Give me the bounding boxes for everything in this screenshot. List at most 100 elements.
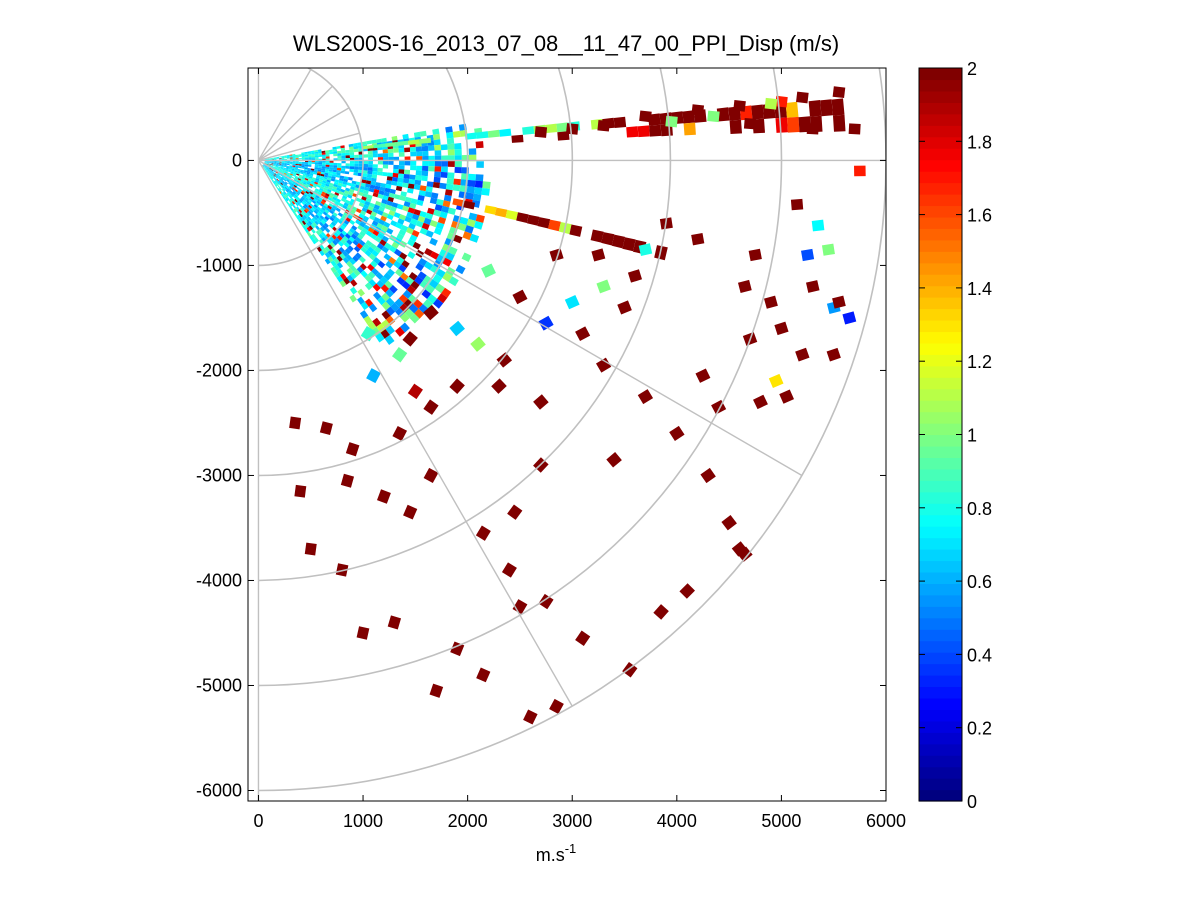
scan-cell — [332, 167, 338, 171]
scan-cell — [273, 157, 277, 159]
scan-cell — [295, 163, 299, 166]
scan-cell — [325, 227, 331, 233]
scan-cell — [302, 225, 307, 230]
scan-cell — [468, 148, 477, 155]
colorbar-step — [919, 159, 962, 172]
axes: 0 1000 2000 3000 4000 5000 60000-1000-2000-300… — [196, 68, 906, 831]
scan-cell — [433, 227, 443, 236]
scan-cell — [298, 177, 302, 180]
scan-cell — [310, 180, 315, 184]
scan-cell — [283, 167, 287, 169]
scan-cell — [362, 170, 368, 174]
scan-cell — [276, 182, 279, 185]
scan-cell — [369, 202, 376, 208]
scan-cell — [313, 204, 318, 209]
scan-cell — [307, 152, 312, 155]
scan-cell — [453, 234, 463, 244]
scan-cell — [434, 161, 442, 167]
scan-cell — [283, 165, 287, 167]
scan-cell — [293, 179, 297, 182]
scan-cell — [294, 167, 299, 169]
scan-cell — [288, 190, 292, 195]
scan-cell — [273, 163, 277, 165]
scan-cell — [359, 230, 366, 237]
scan-cell — [832, 86, 846, 99]
scan-cell — [343, 176, 349, 180]
chart-title: WLS200S-16_2013_07_08__11_47_00_PPI_Disp… — [293, 31, 839, 56]
scan-cell — [398, 294, 408, 304]
scan-cell — [307, 151, 312, 154]
scan-cell — [324, 170, 329, 174]
scan-cell — [286, 165, 290, 167]
scan-cell — [387, 196, 394, 203]
scan-cell — [360, 270, 368, 278]
scan-cell — [418, 257, 428, 267]
scan-cell — [313, 209, 319, 215]
scan-cell — [731, 541, 748, 557]
scan-cell — [336, 167, 342, 171]
scan-cell — [358, 213, 365, 219]
scan-cell — [367, 246, 375, 254]
scan-cell — [272, 166, 275, 169]
scan-cell — [314, 151, 319, 154]
scan-cell — [266, 162, 269, 164]
scan-cell — [288, 168, 292, 171]
scan-cell — [344, 247, 352, 255]
scan-cell — [380, 329, 390, 339]
scan-cell — [368, 187, 375, 193]
scan-cell — [337, 153, 342, 156]
scan-cell — [277, 173, 281, 175]
scan-cell — [691, 104, 705, 116]
scan-cell — [335, 563, 349, 577]
scan-cell — [288, 203, 292, 208]
scan-cell — [318, 153, 322, 156]
scan-cell — [317, 191, 322, 196]
scan-cell — [305, 217, 310, 223]
scan-cell — [475, 214, 485, 223]
scan-cell — [295, 182, 299, 186]
scan-cell — [349, 219, 356, 226]
scan-cell — [322, 162, 326, 165]
scan-cell — [263, 166, 266, 169]
scan-cell — [399, 160, 405, 166]
scan-cell — [296, 180, 300, 184]
scan-cell — [304, 542, 317, 556]
scan-cell — [410, 151, 417, 157]
scan-cell — [370, 260, 378, 268]
scan-cell — [373, 216, 381, 223]
scan-cell — [316, 200, 321, 205]
scan-cell — [289, 203, 293, 207]
scan-cell — [349, 155, 355, 158]
scan-cell — [427, 207, 435, 215]
colorbar-step — [919, 297, 962, 310]
scan-cell — [292, 174, 296, 177]
scan-cell — [272, 166, 276, 168]
scan-cell — [284, 182, 288, 185]
scan-cell — [265, 165, 267, 168]
scan-cell — [304, 203, 308, 208]
scan-cell — [392, 425, 408, 441]
scan-cell — [292, 163, 296, 165]
scan-cell — [279, 190, 282, 195]
colorbar-step — [919, 640, 962, 653]
scan-cell — [295, 215, 300, 220]
scan-cell — [269, 162, 272, 163]
scan-cell — [446, 131, 454, 139]
scan-cell — [353, 269, 361, 277]
scan-cell — [311, 178, 316, 182]
scan-cell — [273, 165, 276, 167]
scan-cell — [271, 164, 274, 165]
scan-cell — [306, 200, 311, 205]
scan-cell — [436, 198, 444, 206]
scan-cell — [267, 166, 270, 169]
y-tick-label: -4000 — [196, 570, 242, 590]
scan-cell — [399, 195, 406, 202]
scan-cell — [611, 234, 626, 249]
scan-cell — [266, 162, 269, 164]
scan-cell — [271, 173, 274, 176]
scan-cell — [345, 155, 350, 159]
scan-cell — [429, 219, 438, 228]
scan-cell — [626, 126, 639, 138]
scan-cell — [363, 243, 370, 250]
